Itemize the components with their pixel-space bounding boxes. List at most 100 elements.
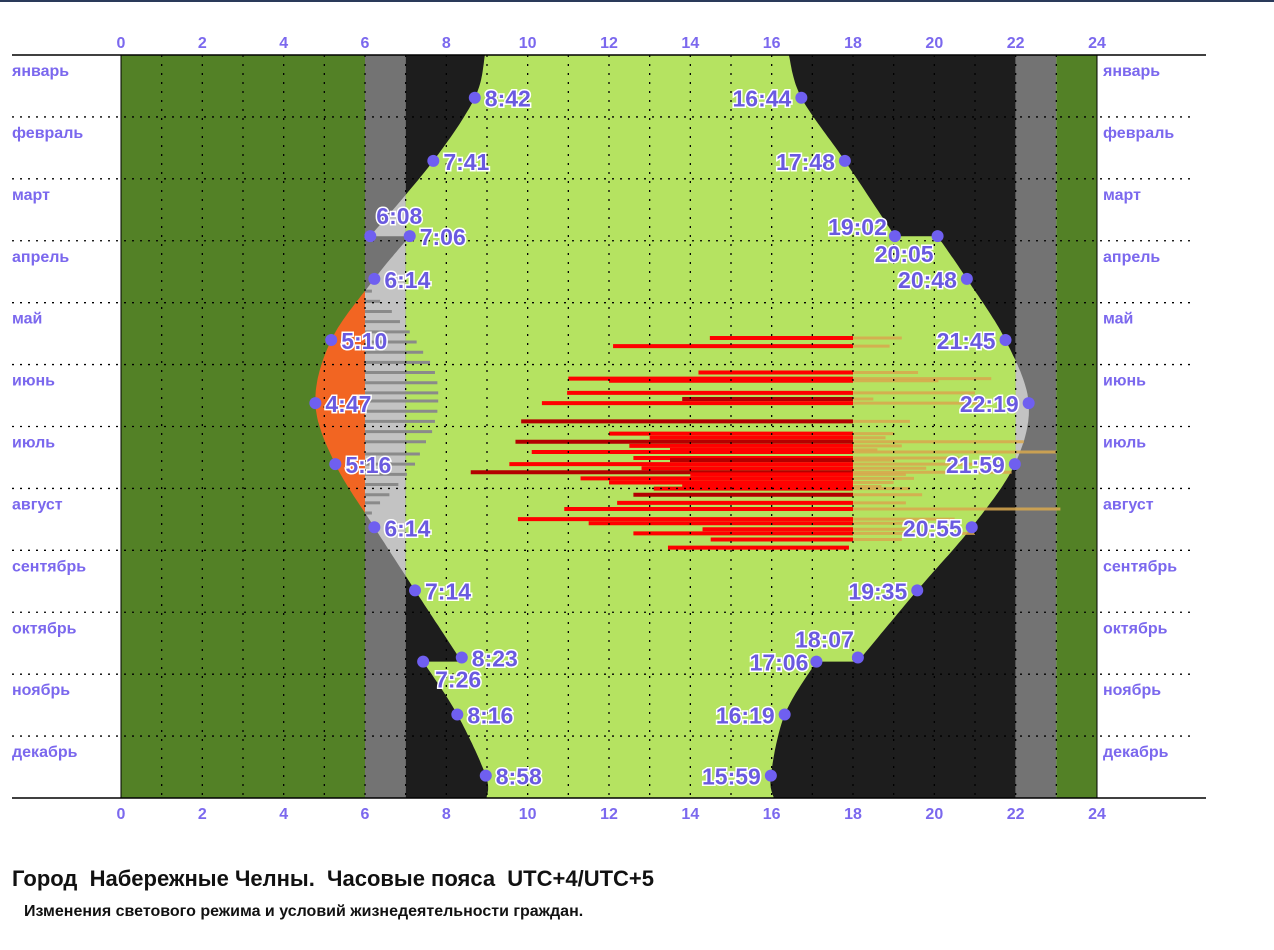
time-point-dot — [795, 91, 808, 104]
time-point-label: 20:55 — [903, 515, 962, 541]
time-point-label: 5:16 — [345, 452, 391, 478]
time-point-dot — [931, 230, 944, 243]
time-point-label: 20:05 — [875, 241, 934, 267]
bottom-tick-label: 0 — [117, 806, 126, 823]
top-tick-label: 24 — [1088, 35, 1106, 52]
month-label-left: август — [12, 496, 63, 513]
time-point-dot — [309, 397, 322, 410]
time-point-label: 20:48 — [898, 267, 957, 293]
time-point-dot — [427, 154, 440, 167]
month-label-right: сентябрь — [1103, 558, 1177, 575]
time-point-dot — [329, 458, 342, 471]
month-label-right: октябрь — [1103, 620, 1168, 637]
time-point-dot — [364, 230, 377, 243]
time-point-dot — [810, 655, 823, 668]
month-label-right: июль — [1103, 435, 1146, 452]
bottom-tick-label: 12 — [600, 806, 618, 823]
month-label-right: май — [1103, 311, 1133, 328]
time-point-label: 6:08 — [376, 203, 422, 229]
top-tick-label: 0 — [117, 35, 126, 52]
time-point-label: 21:45 — [937, 328, 996, 354]
time-point-dot — [368, 521, 381, 534]
time-point-label: 6:14 — [384, 515, 430, 541]
month-label-left: апрель — [12, 249, 69, 266]
time-point-label: 8:58 — [496, 764, 542, 790]
month-label-left: июнь — [12, 373, 55, 390]
time-point-dot — [999, 333, 1012, 346]
month-label-left: сентябрь — [12, 558, 86, 575]
month-label-right: июнь — [1103, 373, 1146, 390]
month-label-right: март — [1103, 187, 1141, 204]
top-tick-label: 2 — [198, 35, 207, 52]
time-point-label: 8:42 — [485, 86, 531, 112]
month-label-right: февраль — [1103, 125, 1174, 142]
time-point-dot — [451, 708, 464, 721]
bottom-tick-label: 18 — [844, 806, 862, 823]
time-point-dot — [455, 651, 468, 664]
gray-lines — [365, 289, 439, 515]
bottom-tick-label: 16 — [763, 806, 781, 823]
time-point-label: 19:02 — [828, 214, 887, 240]
bottom-tick-label: 6 — [361, 806, 370, 823]
time-point-dot — [403, 230, 416, 243]
top-tick-label: 6 — [361, 35, 370, 52]
bottom-tick-label: 20 — [925, 806, 943, 823]
top-tick-label: 18 — [844, 35, 862, 52]
bottom-tick-label: 22 — [1007, 806, 1025, 823]
red-bars — [470, 335, 1061, 550]
bottom-tick-label: 2 — [198, 806, 207, 823]
time-point-label: 17:06 — [750, 650, 809, 676]
time-point-label: 18:07 — [795, 627, 854, 653]
time-point-label: 15:59 — [702, 764, 761, 790]
top-tick-label: 10 — [519, 35, 537, 52]
top-tick-label: 4 — [279, 35, 288, 52]
time-point-dot — [838, 154, 851, 167]
month-label-right: апрель — [1103, 249, 1160, 266]
top-tick-label: 22 — [1007, 35, 1025, 52]
time-point-dot — [965, 521, 978, 534]
month-label-left: февраль — [12, 125, 83, 142]
time-point-dot — [325, 333, 338, 346]
time-point-dot — [1022, 397, 1035, 410]
top-tick-label: 8 — [442, 35, 451, 52]
time-point-label: 7:41 — [443, 149, 489, 175]
bottom-tick-label: 14 — [681, 806, 699, 823]
time-point-label: 19:35 — [848, 578, 907, 604]
time-point-dot — [888, 230, 901, 243]
time-point-dot — [960, 272, 973, 285]
month-label-left: декабрь — [12, 744, 78, 761]
time-point-label: 21:59 — [946, 452, 1005, 478]
top-tick-label: 20 — [925, 35, 943, 52]
time-point-dot — [778, 708, 791, 721]
time-point-label: 7:26 — [435, 667, 481, 693]
top-tick-label: 16 — [763, 35, 781, 52]
time-point-dot — [851, 651, 864, 664]
time-point-label: 16:19 — [716, 703, 775, 729]
time-point-dot — [468, 91, 481, 104]
time-point-label: 4:47 — [325, 391, 371, 417]
time-point-label: 16:44 — [733, 86, 792, 112]
time-point-label: 22:19 — [960, 391, 1019, 417]
bottom-tick-label: 4 — [279, 806, 288, 823]
time-point-dot — [911, 584, 924, 597]
month-label-right: август — [1103, 496, 1154, 513]
time-point-dot — [409, 584, 422, 597]
time-point-dot — [1008, 458, 1021, 471]
time-point-dot — [479, 769, 492, 782]
month-label-left: ноябрь — [12, 682, 70, 699]
bottom-tick-label: 8 — [442, 806, 451, 823]
month-label-right: ноябрь — [1103, 682, 1161, 699]
month-label-left: март — [12, 187, 50, 204]
chart-caption: Город Набережные Челны. Часовые пояса UT… — [12, 866, 654, 891]
month-label-right: декабрь — [1103, 744, 1169, 761]
chart-subcaption: Изменения светового режима и условий жиз… — [24, 903, 584, 920]
time-point-label: 5:10 — [341, 328, 387, 354]
grid — [12, 54, 1206, 799]
month-label-right: январь — [1102, 63, 1160, 80]
month-label-left: октябрь — [12, 620, 77, 637]
bottom-tick-label: 24 — [1088, 806, 1106, 823]
time-point-label: 8:23 — [472, 646, 518, 672]
time-point-label: 6:14 — [384, 267, 430, 293]
time-point-label: 7:06 — [420, 224, 466, 250]
